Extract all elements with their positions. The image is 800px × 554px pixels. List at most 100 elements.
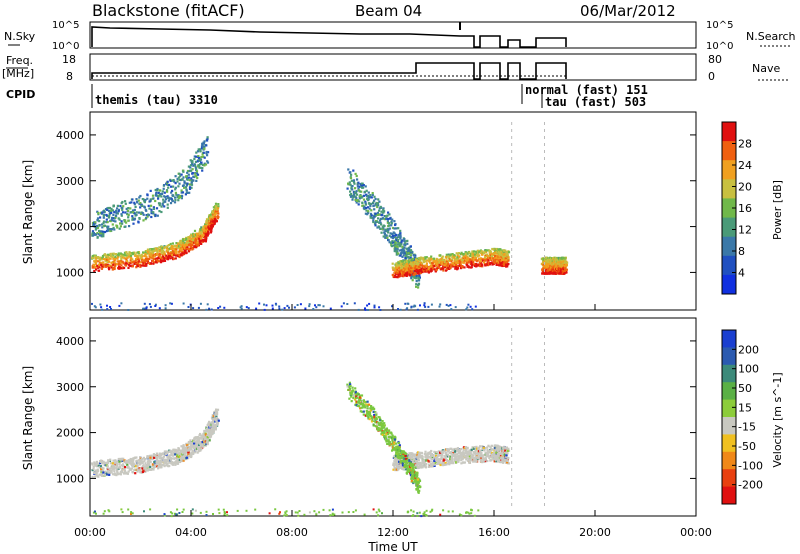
data-cell — [153, 460, 156, 464]
data-cell — [211, 225, 214, 228]
data-cell — [463, 266, 466, 269]
data-cell — [95, 257, 98, 260]
data-cell — [192, 232, 195, 235]
data-cell — [483, 250, 487, 253]
data-cell — [152, 197, 155, 200]
data-cell — [98, 229, 101, 232]
data-cell — [140, 257, 143, 260]
data-cell — [386, 214, 389, 217]
data-cell — [155, 207, 159, 210]
data-cell — [152, 262, 155, 265]
data-cell — [112, 252, 115, 255]
data-cell — [143, 262, 146, 266]
data-cell — [117, 263, 120, 266]
data-cell — [473, 264, 476, 267]
data-cell — [101, 469, 105, 473]
data-cell — [200, 161, 203, 164]
data-cell — [107, 256, 110, 259]
power-ylabel: Slant Range [km] — [21, 160, 35, 264]
data-cell — [189, 439, 192, 442]
data-cell — [144, 199, 147, 202]
data-cell — [478, 261, 481, 264]
data-cell — [156, 250, 159, 253]
data-cell — [146, 260, 149, 263]
data-cell — [373, 204, 376, 207]
data-cell — [395, 266, 398, 269]
data-cell — [128, 252, 131, 255]
data-cell — [409, 254, 412, 257]
data-cell — [185, 244, 188, 247]
data-cell — [114, 263, 117, 266]
data-cell — [158, 260, 161, 263]
data-cell — [121, 253, 124, 256]
data-cell — [488, 263, 492, 266]
data-cell — [563, 272, 566, 275]
nsky-label: N.Sky — [4, 30, 36, 43]
data-cell — [364, 185, 367, 188]
data-cell — [278, 307, 281, 310]
data-cell — [382, 207, 385, 210]
data-cell — [411, 257, 414, 260]
data-cell — [354, 195, 357, 198]
data-cell — [414, 258, 418, 261]
data-cell — [127, 309, 130, 311]
data-cell — [169, 179, 172, 182]
data-cell — [406, 239, 409, 242]
data-cell — [120, 214, 123, 217]
data-cell — [474, 255, 477, 258]
data-cell — [479, 257, 482, 260]
data-cell — [119, 204, 122, 208]
data-cell — [127, 266, 130, 269]
data-cell — [160, 466, 163, 469]
data-cell — [479, 251, 482, 255]
data-cell — [187, 165, 190, 168]
data-cell — [166, 183, 169, 186]
data-cell — [203, 140, 206, 143]
data-cell — [207, 151, 210, 154]
data-cell — [391, 218, 394, 221]
data-cell — [399, 268, 402, 271]
data-cell — [494, 261, 497, 265]
data-cell — [542, 263, 545, 267]
data-cell — [163, 184, 166, 187]
data-cell — [157, 191, 160, 194]
data-cell — [193, 234, 196, 237]
data-cell — [355, 174, 358, 178]
data-cell — [105, 213, 108, 217]
data-cell — [192, 451, 195, 454]
data-cell — [459, 260, 462, 263]
data-cell — [406, 261, 409, 264]
data-cell — [200, 147, 203, 150]
data-cell — [199, 229, 202, 232]
data-cell — [376, 220, 379, 223]
data-cell — [414, 270, 417, 273]
data-cell — [352, 181, 356, 184]
y-tick-label: 2000 — [56, 221, 84, 234]
data-cell — [147, 248, 150, 251]
data-cell — [406, 259, 409, 262]
data-cell — [453, 264, 456, 267]
data-cell — [188, 179, 191, 182]
data-cell — [278, 305, 281, 308]
data-cell — [128, 201, 131, 204]
data-cell — [171, 256, 174, 259]
data-cell — [504, 255, 507, 258]
data-cell — [478, 251, 481, 254]
data-cell — [413, 272, 416, 275]
data-cell — [455, 263, 458, 266]
data-cell — [504, 249, 507, 252]
data-cell — [210, 215, 213, 218]
data-cell — [547, 263, 550, 267]
data-cell — [116, 257, 119, 260]
data-cell — [180, 250, 183, 253]
data-cell — [197, 234, 200, 237]
data-cell — [446, 260, 449, 264]
data-cell — [406, 307, 409, 310]
data-cell — [92, 222, 96, 226]
data-cell — [150, 204, 153, 207]
data-cell — [127, 262, 130, 266]
data-cell — [154, 213, 157, 216]
data-cell — [433, 265, 436, 268]
data-cell — [105, 263, 108, 266]
data-cell — [417, 260, 420, 263]
